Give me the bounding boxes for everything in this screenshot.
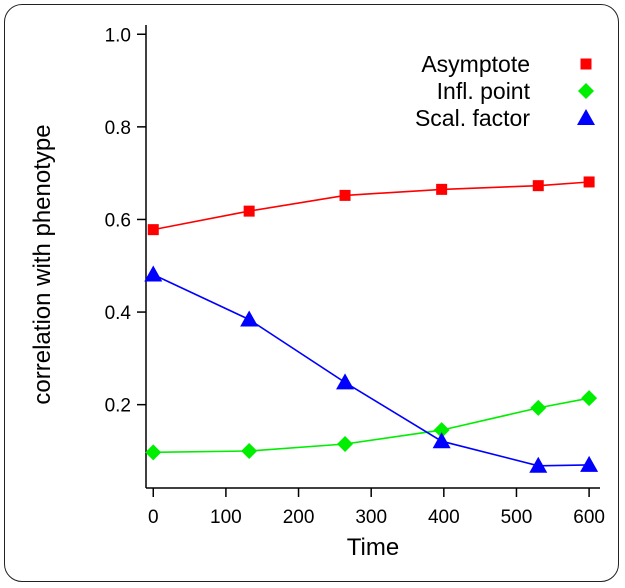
legend-label-infl-point: Infl. point (437, 78, 531, 104)
data-point-asymptote (147, 224, 159, 236)
x-tick-label: 600 (573, 507, 605, 528)
data-point-scal-factor (432, 432, 451, 449)
legend-marker-asymptote (580, 58, 592, 70)
y-tick-label: 0.6 (105, 210, 131, 231)
data-point-infl-point (145, 444, 162, 461)
data-point-scal-factor (580, 455, 599, 472)
data-point-asymptote (243, 205, 255, 217)
data-point-infl-point (337, 436, 354, 453)
legend-marker-infl-point (578, 83, 594, 99)
legend-label-scal-factor: Scal. factor (415, 105, 530, 131)
data-point-scal-factor (529, 456, 548, 473)
data-point-scal-factor (144, 265, 163, 282)
x-tick-label: 400 (428, 507, 460, 528)
data-point-scal-factor (240, 310, 259, 327)
data-point-scal-factor (336, 373, 355, 390)
data-point-asymptote (583, 176, 595, 188)
data-point-infl-point (433, 422, 450, 439)
y-tick-label: 1.0 (105, 25, 131, 46)
x-tick-label: 200 (283, 507, 315, 528)
x-tick-label: 0 (148, 507, 159, 528)
data-point-asymptote (532, 180, 544, 192)
data-point-asymptote (436, 183, 448, 195)
data-point-infl-point (241, 442, 258, 459)
figure-frame (4, 4, 619, 582)
legend-label-asymptote: Asymptote (421, 51, 530, 77)
series-line-infl-point (153, 397, 590, 454)
x-axis-title: Time (347, 534, 399, 561)
x-tick-label: 100 (210, 507, 242, 528)
y-axis-title: correlation with phenotype (29, 124, 56, 404)
series-line-asymptote (153, 181, 590, 231)
y-tick-label: 0.4 (105, 303, 132, 324)
series-line-scal-factor (152, 273, 590, 467)
y-tick-label: 0.2 (105, 396, 131, 417)
x-tick-label: 300 (355, 507, 387, 528)
x-tick-label: 500 (501, 507, 533, 528)
data-point-asymptote (339, 189, 351, 201)
legend-marker-scal-factor (577, 109, 595, 125)
data-point-infl-point (530, 399, 547, 416)
y-tick-label: 0.8 (105, 118, 131, 139)
data-point-infl-point (581, 390, 598, 407)
